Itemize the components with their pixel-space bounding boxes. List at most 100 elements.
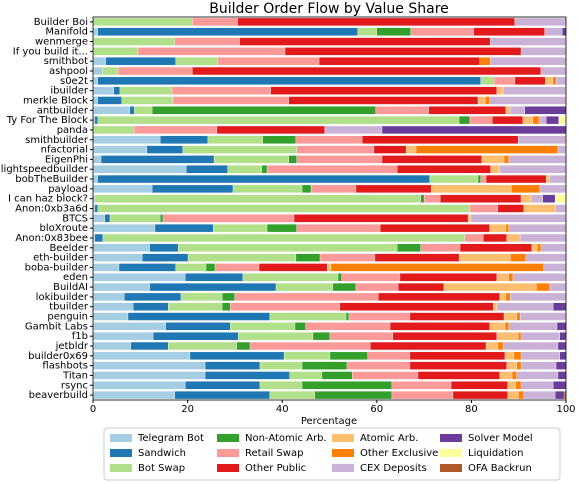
bar-segment	[373, 145, 407, 154]
bar-segment	[543, 263, 567, 272]
legend-swatch	[440, 449, 462, 457]
bar-segment	[540, 66, 567, 76]
y-tick-label: f1b	[72, 331, 88, 342]
bar-segment	[505, 106, 511, 115]
legend-swatch	[217, 464, 239, 472]
bar-segment	[348, 312, 411, 321]
bar-segment	[329, 351, 368, 360]
bar-segment	[508, 322, 558, 331]
bar-segment	[420, 194, 425, 203]
bar-segment	[477, 96, 486, 105]
bar-segment	[558, 116, 567, 125]
bar-segment	[238, 332, 314, 341]
y-tick-label: lokibuilder	[36, 292, 89, 303]
bar-segment	[391, 391, 454, 400]
bar-segment	[524, 106, 567, 115]
bar-segment	[428, 106, 507, 115]
bar-segment	[102, 66, 119, 76]
bar-segment	[97, 76, 482, 85]
bar-segment	[440, 194, 522, 203]
bar-segment	[237, 17, 516, 26]
bar-segment	[94, 116, 98, 125]
bar-segment	[508, 273, 514, 282]
x-tick-label: 60	[370, 404, 383, 415]
bar-segment	[92, 391, 175, 400]
bar-segment	[499, 165, 567, 174]
bar-segment	[301, 184, 312, 193]
bar-segment	[288, 96, 479, 105]
bar-segment	[496, 273, 509, 282]
bar-segment	[485, 174, 547, 184]
bar-segment	[92, 273, 186, 282]
legend-label: Liquidation	[468, 448, 523, 459]
y-tick-label: panda	[57, 125, 88, 136]
legend-swatch	[110, 464, 132, 472]
y-tick-label: bloXroute	[39, 223, 88, 234]
bar-segment	[479, 57, 491, 66]
bar-segment	[192, 66, 542, 76]
legend-label: OFA Backrun	[468, 463, 532, 474]
bar-segment	[519, 312, 567, 321]
bar-segment	[192, 17, 238, 26]
bar-segment	[213, 155, 289, 164]
bar-segment	[375, 106, 429, 115]
y-tick-label: smithbot	[44, 56, 88, 67]
bar-segment	[508, 155, 567, 164]
bar-segment	[296, 224, 381, 233]
bar-segment	[288, 155, 298, 164]
y-tick-label: ashpool	[49, 66, 88, 77]
bar-segment	[174, 37, 240, 46]
bar-segment	[105, 57, 176, 66]
bar-segment	[142, 253, 189, 262]
bar-segment	[544, 27, 563, 36]
y-tick-label: Manifold	[45, 27, 88, 38]
bar-segment	[556, 322, 567, 331]
bar-segment	[92, 165, 187, 174]
y-tick-label: smithbuilder	[25, 135, 89, 146]
bar-segment	[518, 332, 522, 341]
bar-segment	[296, 145, 375, 154]
bar-segment	[92, 253, 143, 262]
bar-segment	[510, 292, 567, 301]
bar-segment	[270, 86, 498, 95]
y-tick-label: bobTheBuilder	[15, 174, 89, 185]
legend-label: Telegram Bot	[137, 433, 204, 444]
bar-segment	[367, 351, 411, 360]
bar-segment	[381, 125, 567, 135]
bar-segment	[329, 332, 394, 341]
bar-segment	[485, 341, 499, 351]
bar-segment	[92, 332, 154, 341]
y-tick-label: Builder Boi	[34, 17, 88, 28]
bar-segment	[490, 37, 567, 46]
y-tick-label: penguin	[47, 312, 88, 323]
y-tick-label: builder0x69	[28, 351, 88, 362]
bar-segment	[538, 116, 547, 125]
bar-segment	[483, 233, 508, 243]
bar-segment	[318, 57, 481, 66]
bar-segment	[212, 224, 268, 233]
bar-segment	[92, 155, 102, 164]
bar-segment	[221, 302, 231, 311]
bar-segment	[204, 371, 290, 380]
bar-segment	[295, 253, 321, 262]
bar-segment	[503, 155, 509, 164]
bar-segment	[555, 76, 567, 85]
bar-segment	[346, 361, 411, 370]
bar-segment	[559, 332, 567, 341]
bar-segment	[289, 371, 323, 380]
bar-segment	[391, 381, 452, 390]
bar-segment	[94, 233, 104, 243]
bar-segment	[497, 204, 525, 213]
legend-swatch	[217, 449, 239, 457]
bar-segment	[175, 263, 207, 272]
bar-segment	[149, 282, 277, 292]
bar-segment	[554, 194, 567, 203]
bar-segment	[396, 243, 421, 252]
bar-segment	[332, 282, 357, 292]
bar-segment	[562, 27, 567, 36]
bar-segment	[266, 224, 298, 233]
bar-segment	[92, 381, 186, 390]
bar-segment	[92, 76, 98, 85]
bar-segment	[180, 292, 223, 301]
